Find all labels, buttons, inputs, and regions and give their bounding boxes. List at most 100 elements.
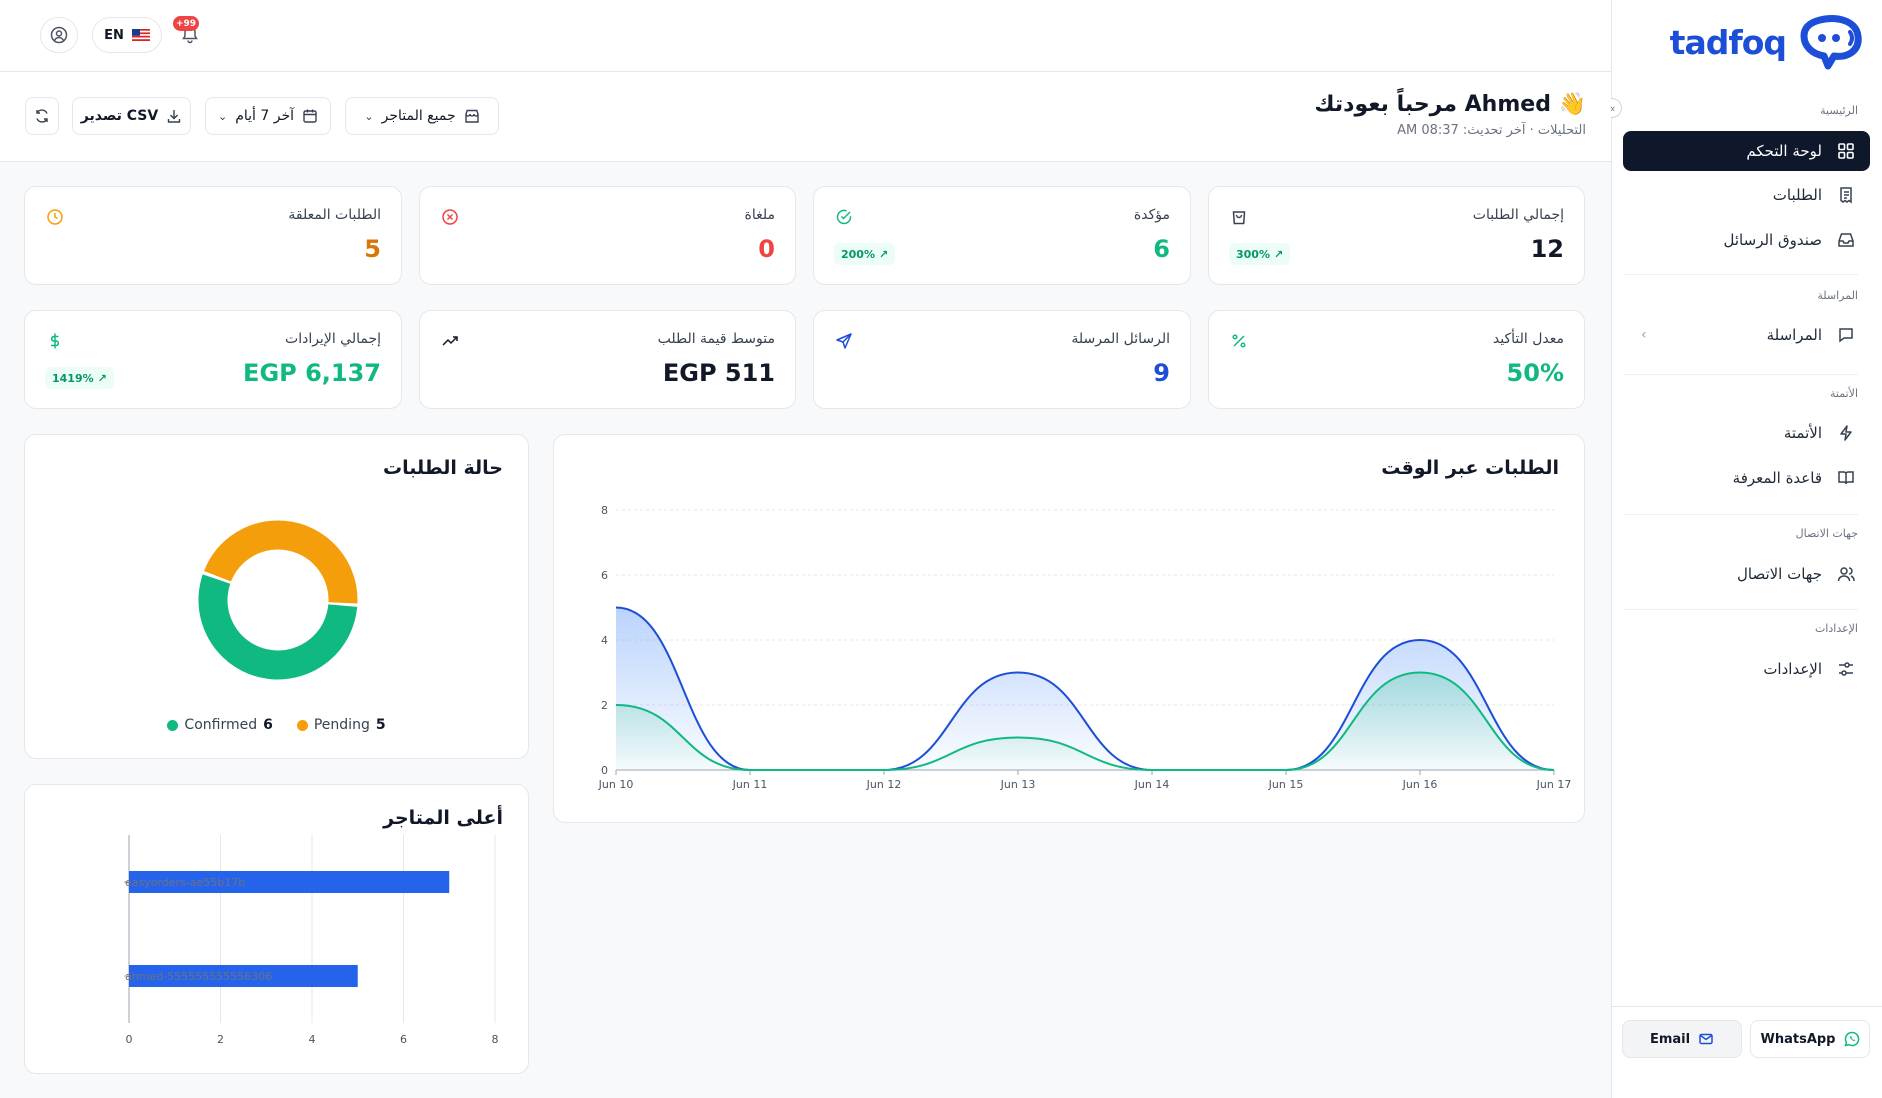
x-circle-icon: [440, 207, 460, 227]
nav-section-messaging: المراسلة: [1817, 289, 1858, 302]
x-tick-label: 6: [400, 1033, 407, 1046]
user-menu-button[interactable]: [40, 17, 78, 53]
sidebar-item-automation[interactable]: الأتمتة: [1623, 413, 1870, 453]
nav-divider: [1623, 374, 1858, 375]
sidebar-item-knowledge-base[interactable]: قاعدة المعرفة: [1623, 458, 1870, 498]
trend-up-icon: ↗: [1273, 247, 1284, 261]
page-header: مرحباً بعودتك Ahmed 👋 التحليلات · آخر تح…: [0, 72, 1611, 162]
shopping-bag-icon: [1229, 207, 1249, 227]
sidebar-item-label: الطلبات: [1772, 186, 1822, 204]
nav-section-contacts: جهات الاتصال: [1795, 527, 1858, 540]
store-filter-value: جميع المتاجر: [381, 108, 456, 124]
stat-card-messages-sent: الرسائل المرسلة 9: [813, 310, 1191, 409]
topbar: EN +99: [0, 0, 1611, 72]
trend-badge: 1419% ↗: [45, 367, 114, 389]
stat-card-avg-order-value: متوسط قيمة الطلب EGP 511: [419, 310, 796, 409]
trend-value: 300%: [1236, 247, 1270, 261]
export-csv-button[interactable]: تصدير CSV: [72, 97, 191, 135]
x-tick-label: Jun 17: [1536, 778, 1572, 791]
nav-section-settings: الإعدادات: [1814, 622, 1858, 635]
email-button[interactable]: Email: [1622, 1020, 1742, 1058]
nav-section-automation: الأتمتة: [1830, 387, 1858, 400]
chevron-down-icon: ⌄: [217, 109, 228, 123]
y-tick-label: 6: [601, 569, 608, 582]
stat-card-confirmation-rate: معدل التأكيد 50%: [1208, 310, 1585, 409]
sidebar-item-contacts[interactable]: جهات الاتصال: [1623, 554, 1870, 594]
stat-value: 12: [1530, 235, 1564, 263]
nav-section-main: الرئيسية: [1820, 104, 1858, 117]
message-icon: [1836, 325, 1856, 345]
x-tick-label: 0: [126, 1033, 133, 1046]
sidebar: « tadfoq الرئيسية لوحة التحكم الطلبات صن…: [1602, 0, 1882, 1098]
language-switcher[interactable]: EN: [92, 17, 162, 53]
sidebar-item-label: قاعدة المعرفة: [1732, 469, 1822, 487]
date-range-select[interactable]: ⌄ آخر 7 أيام: [205, 97, 331, 135]
trend-badge: 300% ↗: [1229, 243, 1291, 265]
legend-item-confirmed[interactable]: Confirmed 6: [167, 717, 273, 733]
sidebar-item-settings[interactable]: الإعدادات: [1623, 649, 1870, 689]
sliders-icon: [1836, 659, 1856, 679]
whatsapp-button[interactable]: WhatsApp: [1750, 1020, 1870, 1058]
stat-label: إجمالي الإيرادات: [285, 331, 381, 347]
breadcrumb[interactable]: التحليلات: [1537, 123, 1586, 138]
top-stores-bar-chart: 0 2 4 6 8 easyorders-ae55b17b ahmed-5555555555…: [124, 835, 499, 1046]
double-chevron-icon: «: [1608, 101, 1616, 115]
x-tick-label: Jun 11: [732, 778, 768, 791]
x-tick-label: Jun 16: [1402, 778, 1438, 791]
store-filter-select[interactable]: ⌄ جميع المتاجر: [345, 97, 499, 135]
x-tick-label: 2: [217, 1033, 224, 1046]
trend-up-icon: ↗: [878, 247, 889, 261]
orders-over-time-card: الطلبات عبر الوقت 0 2 4 6 8 Jun 10 Jun 11 Jun 1…: [553, 434, 1585, 823]
stat-label: معدل التأكيد: [1492, 331, 1564, 347]
stat-value: EGP 511: [662, 359, 775, 387]
stat-label: مؤكدة: [1133, 207, 1170, 223]
x-tick-label: Jun 14: [1134, 778, 1170, 791]
legend-item-pending[interactable]: Pending 5: [296, 717, 386, 733]
legend-label: Pending: [313, 717, 370, 733]
users-icon: [1836, 564, 1856, 584]
x-tick-label: Jun 12: [866, 778, 902, 791]
date-range-value: آخر 7 أيام: [235, 108, 295, 124]
orders-over-time-chart: 0 2 4 6 8 Jun 10 Jun 11 Jun 12 Jun 13 Jun 14 Jun 1…: [598, 504, 1572, 791]
brand-logo[interactable]: tadfoq: [1670, 14, 1864, 70]
sidebar-item-dashboard[interactable]: لوحة التحكم: [1623, 131, 1870, 171]
trend-value: 1419%: [52, 371, 94, 385]
y-tick-label: 4: [601, 634, 608, 647]
sidebar-item-messaging[interactable]: ‹ المراسلة: [1623, 315, 1870, 355]
nav-divider: [1623, 274, 1858, 275]
sidebar-item-orders[interactable]: الطلبات: [1623, 175, 1870, 215]
card-title: أعلى المتاجر: [383, 807, 503, 829]
y-tick-label: 8: [601, 504, 608, 517]
stat-card-pending: الطلبات المعلقة 5: [24, 186, 402, 285]
trend-badge: 200% ↗: [834, 243, 896, 265]
legend-dot: [167, 719, 179, 731]
refresh-button[interactable]: [25, 97, 59, 135]
nav-divider: [1623, 514, 1858, 515]
export-label: تصدير CSV: [80, 108, 159, 124]
order-status-card: حالة الطلبات Confirmed 6 Pending 5: [24, 434, 529, 759]
nav-divider: [1623, 609, 1858, 610]
whatsapp-icon: [1843, 1031, 1859, 1047]
sidebar-item-label: المراسلة: [1766, 326, 1822, 344]
stat-value: 6: [1153, 235, 1170, 263]
page-title: مرحباً بعودتك Ahmed 👋: [1314, 92, 1586, 117]
store-icon: [464, 109, 479, 123]
legend-label: Confirmed: [184, 717, 258, 733]
x-tick-label: 8: [492, 1033, 499, 1046]
mail-icon: [1699, 1033, 1713, 1045]
chevron-left-icon: ‹: [1641, 327, 1647, 343]
last-updated-text: · آخر تحديث: 08:37 AM: [1397, 123, 1534, 138]
trending-up-icon: [440, 331, 460, 351]
trend-up-icon: ↗: [97, 371, 107, 385]
refresh-icon: [36, 109, 48, 123]
inbox-icon: [1836, 230, 1856, 250]
series-line: [615, 671, 1555, 771]
y-tick-label: easyorders-ae55b17b: [125, 876, 245, 889]
sidebar-item-inbox[interactable]: صندوق الرسائل: [1623, 220, 1870, 260]
sidebar-item-label: جهات الاتصال: [1736, 565, 1822, 583]
x-tick-label: Jun 10: [598, 778, 634, 791]
book-icon: [1836, 468, 1856, 488]
stat-label: إجمالي الطلبات: [1472, 207, 1564, 223]
sidebar-item-label: لوحة التحكم: [1746, 142, 1822, 160]
trend-value: 200%: [841, 247, 875, 261]
